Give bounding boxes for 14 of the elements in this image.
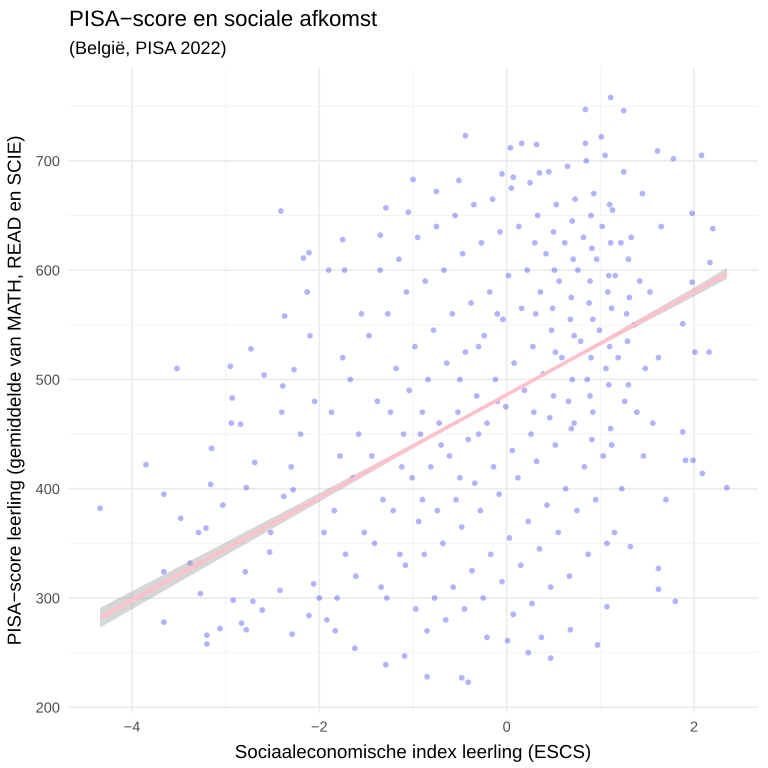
y-tick-label: 200 — [36, 702, 60, 713]
y-tick-label: 700 — [36, 156, 60, 166]
y-tick-label: 500 — [36, 374, 60, 385]
x-tick-label: −2 — [312, 722, 327, 732]
chart-subtitle: (België, PISA 2022) — [70, 40, 226, 58]
x-axis-title: Sociaaleconomische index leerling (ESCS) — [236, 744, 590, 762]
y-tick-label: 600 — [36, 265, 60, 276]
x-tick-label: 0 — [503, 722, 510, 732]
x-tick-label: −4 — [124, 722, 140, 732]
y-axis-title: PISA−score leerling (gemiddelde van MATH, READ en SCIE) — [7, 136, 24, 644]
chart-title: PISA−score en sociale afkomst — [70, 10, 378, 26]
x-tick-label: 2 — [690, 722, 698, 732]
y-tick-label: 400 — [36, 484, 60, 494]
y-tick-label: 300 — [36, 593, 60, 604]
